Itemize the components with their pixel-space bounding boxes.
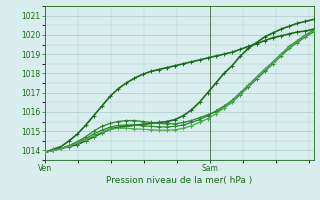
X-axis label: Pression niveau de la mer( hPa ): Pression niveau de la mer( hPa ) xyxy=(106,176,252,185)
